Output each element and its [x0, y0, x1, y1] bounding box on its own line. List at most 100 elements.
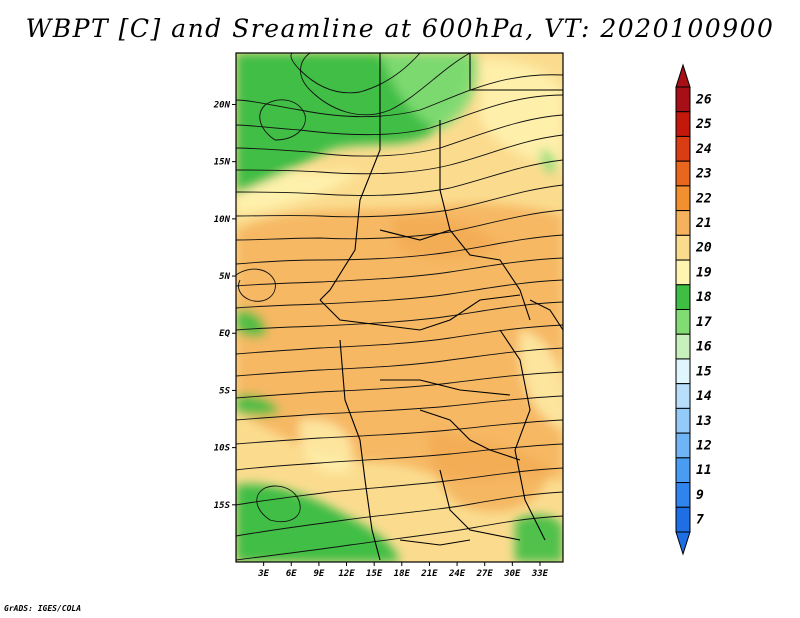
streamline — [236, 515, 563, 561]
colorbar-segment — [675, 358, 691, 385]
streamline — [236, 347, 563, 377]
streamline — [236, 159, 563, 197]
y-tick-label: 20N — [213, 100, 231, 110]
border-line — [380, 379, 511, 396]
colorbar-segment — [675, 86, 691, 113]
x-tick-label: 21E — [420, 569, 438, 579]
colorbar-label: 25 — [695, 117, 712, 132]
colorbar-segment — [675, 259, 691, 286]
colorbar-segment — [675, 185, 691, 212]
streamline — [236, 268, 276, 302]
colorbar: 26 25 24 23 22 21 20 19 18 17 16 15 14 13 12 11 9 7 — [675, 63, 712, 556]
streamline — [236, 234, 563, 265]
colorbar-label: 20 — [695, 241, 712, 256]
colorbar-segment — [675, 457, 691, 484]
border-line — [319, 294, 521, 331]
colorbar-label: 17 — [696, 315, 712, 330]
field-band-green — [515, 514, 563, 562]
colorbar-segment — [675, 284, 691, 310]
colorbar-segment — [675, 407, 691, 434]
colorbar-segment — [675, 383, 691, 409]
x-tick-label: 3E — [257, 569, 269, 579]
streamline — [236, 114, 563, 157]
colorbar-label: 15 — [696, 364, 712, 379]
streamline — [236, 371, 563, 399]
field-band-yellow — [480, 59, 563, 170]
x-tick-label: 15E — [366, 569, 383, 579]
y-tick-label: 10S — [214, 444, 231, 454]
y-tick-label: 5N — [219, 272, 230, 282]
border-line — [319, 53, 381, 301]
colorbar-label: 19 — [696, 265, 712, 280]
country-borders — [319, 53, 563, 561]
field-band-green — [380, 53, 479, 130]
y-tick-label: 10N — [214, 215, 231, 225]
colorbar-label: 26 — [695, 92, 712, 107]
colorbar-label: 18 — [696, 290, 712, 305]
y-tick-label: 15N — [214, 158, 231, 168]
field-band-green — [236, 309, 267, 338]
streamline — [236, 279, 563, 309]
x-tick-label: 30E — [503, 569, 521, 579]
streamline — [256, 485, 301, 523]
colorbar-label: 14 — [696, 389, 712, 404]
colorbar-min-triangle — [675, 531, 691, 556]
streamline — [236, 257, 563, 287]
border-line — [379, 229, 451, 241]
colorbar-segment — [675, 432, 691, 459]
y-axis: 20N 15N 10N 5N EQ 5S 10S 15S — [213, 100, 236, 511]
border-line — [469, 53, 563, 91]
streamline — [236, 301, 563, 331]
streamline — [236, 443, 563, 471]
x-axis: 3E 6E 9E 12E 15E 18E 21E 24E 27E 30E 33E — [257, 562, 549, 579]
chart-title: WBPT [C] and Sreamline at 600hPa, VT: 20… — [25, 14, 775, 43]
streamline — [236, 94, 563, 136]
field-band-orange — [429, 430, 550, 512]
streamline — [290, 53, 421, 94]
border-line — [419, 409, 521, 461]
streamline — [300, 53, 471, 116]
streamline — [236, 324, 563, 355]
colorbar-label: 16 — [696, 340, 712, 355]
colorbar-label: 24 — [695, 142, 712, 157]
streamline — [259, 99, 306, 141]
streamlines — [236, 53, 563, 561]
field-band-green — [236, 394, 280, 416]
field-band-orange — [236, 203, 563, 481]
streamline — [236, 491, 563, 537]
colorbar-segment — [675, 111, 691, 137]
y-tick-label: EQ — [219, 329, 230, 339]
x-tick-label: 33E — [531, 569, 549, 579]
credit-text: GrADS: IGES/COLA — [4, 604, 82, 613]
colorbar-label: 9 — [696, 488, 704, 503]
colorbar-label: 11 — [696, 463, 712, 478]
border-line — [439, 120, 531, 321]
colorbar-max-triangle — [675, 63, 691, 88]
streamline — [236, 134, 563, 175]
colorbar-label: 12 — [696, 438, 712, 453]
streamline — [236, 209, 563, 241]
border-line — [499, 329, 546, 541]
field-band-green — [236, 484, 400, 562]
colorbar-segment — [675, 333, 691, 360]
colorbar-label: 21 — [695, 216, 712, 231]
colorbar-segment — [675, 482, 691, 508]
border-line — [339, 339, 381, 561]
x-tick-label: 12E — [338, 569, 355, 579]
x-tick-label: 24E — [448, 569, 466, 579]
colorbar-segment — [675, 160, 691, 187]
y-tick-label: 15S — [214, 501, 231, 511]
streamline — [236, 395, 563, 421]
colorbar-segment — [675, 234, 691, 261]
x-tick-label: 6E — [286, 569, 297, 579]
colorbar-label: 23 — [695, 167, 712, 182]
colorbar-segment — [675, 506, 691, 533]
border-line — [399, 539, 471, 546]
colorbar-segment — [675, 135, 691, 162]
y-tick-label: 5S — [219, 386, 230, 396]
border-line — [439, 469, 521, 541]
x-tick-label: 9E — [313, 569, 324, 579]
x-tick-label: 18E — [394, 569, 411, 579]
streamline — [236, 419, 563, 445]
